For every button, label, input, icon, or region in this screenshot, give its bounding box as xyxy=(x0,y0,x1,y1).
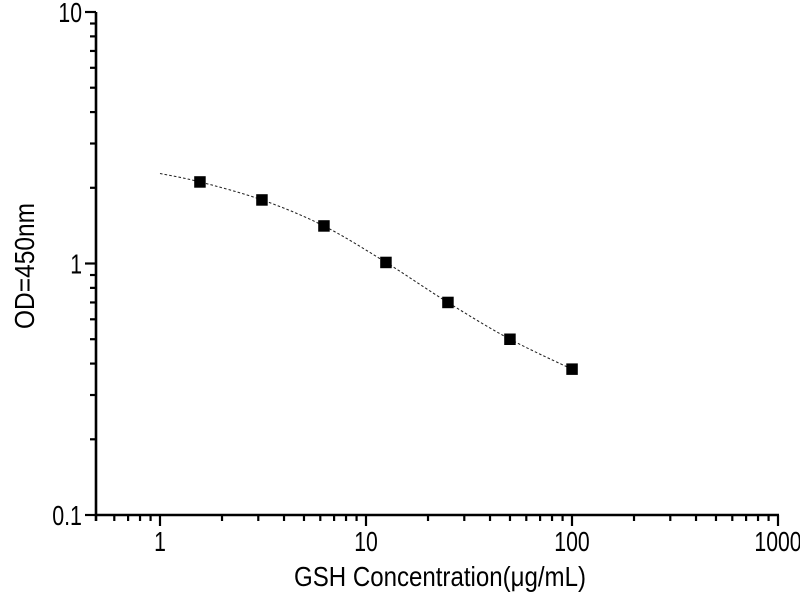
x-tick-label: 10 xyxy=(354,526,378,557)
data-point-marker xyxy=(380,256,392,269)
data-point-marker xyxy=(194,176,206,188)
y-tick-label: 1 xyxy=(70,249,82,280)
y-tick-label: 0.1 xyxy=(52,500,82,531)
y-tick-label: 10 xyxy=(58,0,82,28)
x-axis-title: GSH Concentration(μg/mL) xyxy=(294,561,586,592)
data-point-marker xyxy=(256,194,268,206)
data-point-marker xyxy=(318,220,330,232)
data-point-marker xyxy=(442,296,454,309)
data-point-marker xyxy=(566,363,578,375)
data-point-marker xyxy=(504,333,516,345)
y-axis-title: OD=450nm xyxy=(9,203,40,329)
x-tick-label: 100 xyxy=(554,526,589,557)
x-tick-label: 1 xyxy=(154,526,166,557)
fit-curve-line xyxy=(159,172,573,370)
x-tick-label: 1000 xyxy=(754,526,800,557)
